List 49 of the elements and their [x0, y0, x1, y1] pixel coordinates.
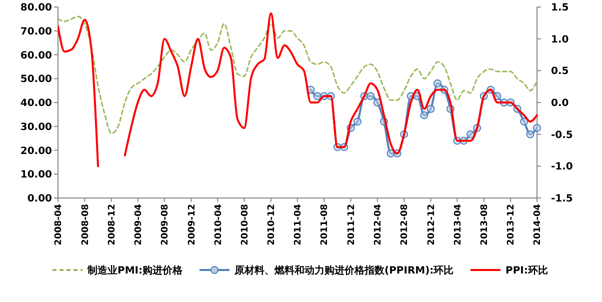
y2-tick-label: -1.0 — [551, 162, 573, 173]
y-tick-label: 70.00 — [20, 26, 52, 38]
legend-label: 制造业PMI:购进价格 — [86, 264, 184, 276]
x-tick-label: 2014-04 — [533, 204, 544, 246]
x-tick-label: 2010-12 — [267, 204, 278, 246]
y2-tick-label: -1.5 — [551, 194, 573, 204]
y2-tick-label: -0.5 — [551, 130, 573, 141]
legend-label: PPI:环比 — [506, 264, 548, 276]
point — [426, 104, 435, 113]
y-tick-label: 10.00 — [20, 170, 52, 181]
x-tick-label: 2013-08 — [480, 204, 490, 246]
y2-tick-label: 0.0 — [551, 98, 569, 109]
point — [366, 92, 375, 100]
y-tick-label: 40.00 — [20, 98, 52, 109]
x-tick-label: 2009-12 — [187, 204, 198, 246]
x-tick-label: 2009-08 — [160, 204, 171, 246]
y2-tick-label: 0.5 — [551, 66, 569, 78]
y-tick-label: 50.00 — [20, 74, 52, 86]
x-tick-label: 2013-04 — [453, 204, 464, 246]
x-tick-label: 2013-12 — [506, 204, 517, 246]
y-tick-label: 30.00 — [20, 122, 52, 133]
x-tick-label: 2011-12 — [346, 204, 357, 246]
point — [533, 124, 541, 132]
x-tick-label: 2011-04 — [294, 204, 304, 246]
y-tick-label: 60.00 — [20, 50, 52, 62]
point — [420, 111, 428, 120]
y-tick-label: 20.00 — [20, 146, 52, 157]
x-tick-label: 2011-08 — [320, 204, 330, 246]
point — [354, 118, 362, 126]
point — [466, 130, 475, 138]
y2-tick-label: 1.5 — [551, 2, 569, 14]
point — [520, 118, 528, 126]
x-tick-label: 2012-04 — [374, 204, 384, 246]
x-tick-label: 2009-04 — [134, 204, 144, 246]
line-series — [58, 16, 538, 134]
y2-tick-label: 1.0 — [551, 34, 569, 46]
x-tick-label: 2012-12 — [426, 204, 437, 246]
x-tick-label: 2008-12 — [107, 204, 118, 246]
x-tick-label: 2010-04 — [214, 204, 224, 246]
point — [434, 79, 442, 88]
y-tick-label: 80.00 — [20, 2, 52, 14]
legend-label: 原材料、燃料和动力购进价格指数(PPIRM):环比 — [234, 264, 454, 276]
x-tick-label: 2008-04 — [54, 204, 64, 246]
x-tick-label: 2010-08 — [240, 204, 250, 246]
point — [313, 92, 322, 100]
y-tick-label: 0.00 — [27, 194, 52, 204]
point — [526, 130, 534, 138]
x-tick-label: 2012-08 — [400, 204, 410, 246]
x-tick-label: 2008-08 — [80, 204, 91, 246]
